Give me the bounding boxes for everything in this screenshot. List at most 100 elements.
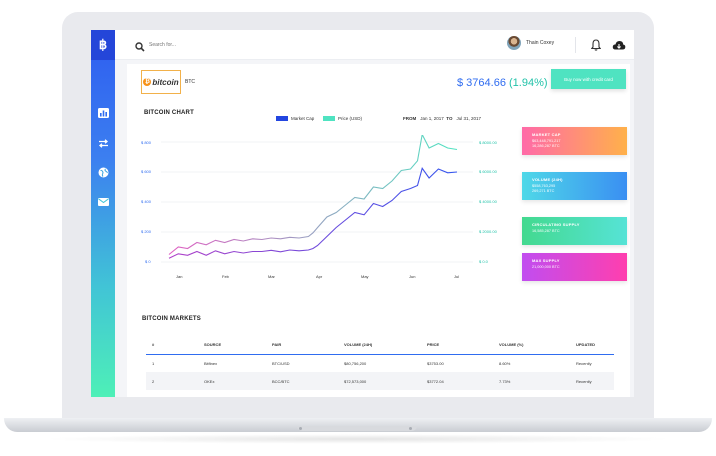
sidebar: ฿ — [91, 30, 115, 397]
column-header[interactable]: SOURCE — [198, 336, 266, 355]
stat-title: VOLUME (24H) — [532, 177, 563, 182]
x-tick: Apr — [316, 274, 323, 279]
bar-chart-icon[interactable] — [96, 106, 110, 120]
y-right-tick: $ 0.0 — [479, 259, 488, 264]
table-cell: $72,573,000 — [338, 372, 421, 390]
table-cell: OKEx — [198, 372, 266, 390]
price-line — [168, 135, 458, 255]
column-header[interactable]: UPDATED — [570, 336, 614, 355]
date-range-filter[interactable]: FROM Jan 1, 2017 TO Jul 31, 2017 — [403, 116, 481, 121]
buy-credit-card-button[interactable]: Buy now with credit card — [551, 69, 626, 89]
table-cell: $80,756,200 — [344, 360, 367, 366]
column-header[interactable]: PRICE — [421, 336, 493, 355]
y-right-tick: $ 6000.00 — [479, 169, 497, 174]
markets-title: BITCOIN MARKETS — [142, 316, 201, 322]
stat-value: 16,585,287 BTC — [532, 229, 560, 233]
laptop-base-dot — [409, 427, 412, 430]
column-header[interactable]: # — [146, 336, 198, 355]
stat-title: MAX SUPPLY — [532, 258, 560, 263]
y-right-tick: $ 8000.00 — [479, 140, 497, 145]
coin-logo-text: bitcoin — [152, 77, 179, 87]
from-label: FROM — [403, 116, 417, 121]
laptop-base-dot — [299, 427, 302, 430]
bitcoin-line-chart — [161, 135, 473, 263]
legend-label: Price (USD) — [338, 116, 363, 121]
stat-card-circulating-supply[interactable]: CIRCULATING SUPPLY 16,585,287 BTC — [522, 217, 627, 245]
legend-swatch — [276, 116, 288, 121]
column-header[interactable]: VOLUME (%) — [493, 336, 570, 355]
y-left-tick: $ 400 — [141, 199, 152, 204]
chart-title: BITCOIN CHART — [144, 110, 194, 116]
markets-table: # SOURCE PAIR VOLUME (24H) PRICE VOLUME … — [146, 336, 614, 390]
legend-item-price[interactable]: Price (USD) — [323, 116, 362, 121]
bitcoin-coin-icon: ₿ — [143, 78, 152, 86]
x-tick: Mar — [268, 274, 275, 279]
x-tick: May — [361, 274, 369, 279]
app-screen: ฿ Thain Coxey — [91, 30, 634, 397]
stat-title: MARKET CAP — [532, 132, 561, 137]
table-cell: BTC/USD — [272, 360, 290, 366]
table-cell: Recently — [576, 360, 592, 366]
laptop-base — [4, 418, 712, 432]
table-cell: 2 — [146, 372, 198, 390]
from-date[interactable]: Jan 1, 2017 — [420, 116, 444, 121]
y-left-tick: $ 0 — [145, 259, 151, 264]
column-header[interactable]: VOLUME (24H) — [338, 336, 421, 355]
bell-icon[interactable] — [590, 38, 602, 56]
table-cell: 8.60% — [499, 360, 511, 366]
x-tick: Feb — [222, 274, 229, 279]
stat-card-max-supply[interactable]: MAX SUPPLY 21,000,000 BTC — [522, 253, 627, 281]
search-input[interactable] — [149, 39, 309, 51]
price-value: $ 3764.66 — [457, 77, 506, 89]
column-header[interactable]: PAIR — [266, 336, 338, 355]
mail-icon[interactable] — [96, 195, 110, 209]
y-right-tick: $ 2000.00 — [479, 229, 497, 234]
y-left-tick: $ 600 — [141, 169, 152, 174]
user-menu[interactable]: Thain Coxey — [507, 36, 554, 50]
coin-price: $ 3764.66 (1.94%) — [457, 77, 548, 89]
table-cell: 1 — [152, 360, 155, 366]
stat-card-market-cap[interactable]: MARKET CAP $63,448,791,217 16,286,287 BTC — [522, 127, 627, 155]
x-tick: Jun — [409, 274, 416, 279]
price-change: (1.94%) — [509, 77, 548, 89]
table-cell: Recently — [570, 372, 614, 390]
stat-value: $63,448,791,217 — [532, 139, 561, 143]
stat-value: 16,286,287 BTC — [532, 144, 560, 149]
to-label: TO — [446, 116, 453, 121]
user-name: Thain Coxey — [526, 40, 555, 46]
topbar-divider — [575, 37, 576, 53]
table-row[interactable]: 1 Bitfinex BTC/USD $80,756,200 $3753.00 … — [146, 354, 614, 372]
table-cell: 7.73% — [493, 372, 570, 390]
globe-icon[interactable] — [96, 165, 110, 179]
transfer-arrows-icon[interactable] — [96, 136, 110, 150]
x-tick: Jul — [454, 274, 460, 279]
laptop-shadow — [40, 434, 676, 444]
stat-value: 269,271 BTC — [532, 189, 555, 194]
topbar: Thain Coxey — [115, 30, 634, 60]
table-cell: BCC/BTC — [266, 372, 338, 390]
coin-symbol: BTC — [185, 79, 195, 85]
table-cell: $3753.00 — [427, 360, 444, 366]
bitcoin-logo-icon[interactable]: ฿ — [91, 30, 115, 60]
coin-logo: ₿ bitcoin — [143, 77, 179, 87]
x-tick: Jan — [176, 274, 183, 279]
stat-title: CIRCULATING SUPPLY — [532, 222, 580, 227]
search-icon[interactable] — [135, 39, 145, 57]
legend-item-market-cap[interactable]: Market Cap — [276, 116, 314, 121]
y-left-tick: $ 800 — [141, 140, 152, 145]
legend-label: Market Cap — [291, 116, 315, 121]
y-right-tick: $ 4000.00 — [479, 199, 497, 204]
market-cap-line — [168, 167, 458, 259]
y-left-tick: $ 200 — [141, 229, 152, 234]
table-cell: Bitfinex — [204, 360, 218, 366]
stat-card-volume[interactable]: VOLUME (24H) $558,763,295 269,271 BTC — [522, 172, 627, 200]
coin-logo-box: ₿ bitcoin — [141, 70, 181, 94]
table-header-row: # SOURCE PAIR VOLUME (24H) PRICE VOLUME … — [146, 336, 614, 355]
table-row[interactable]: 2 OKEx BCC/BTC $72,573,000 $3772.04 7.73… — [146, 372, 614, 390]
table-cell: $3772.04 — [421, 372, 493, 390]
stat-value: 21,000,000 BTC — [532, 265, 560, 269]
cloud-download-icon[interactable] — [612, 38, 626, 56]
to-date[interactable]: Jul 31, 2017 — [456, 116, 481, 121]
avatar[interactable] — [507, 36, 521, 50]
